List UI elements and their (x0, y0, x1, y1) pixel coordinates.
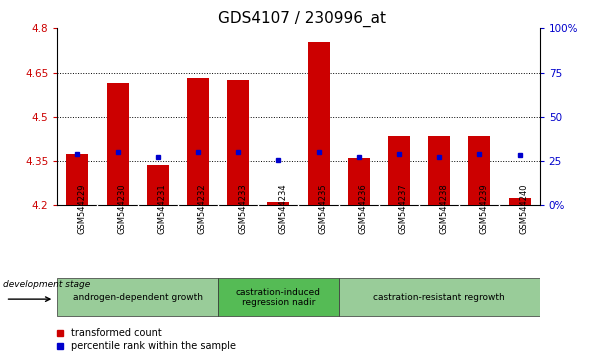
Text: percentile rank within the sample: percentile rank within the sample (71, 341, 236, 350)
Text: GSM544231: GSM544231 (158, 183, 167, 234)
Text: GSM544235: GSM544235 (318, 183, 327, 234)
Text: GSM544230: GSM544230 (118, 183, 127, 234)
Bar (428, 136, 450, 205)
Text: GSM544240: GSM544240 (520, 184, 529, 234)
Bar (308, 42, 330, 205)
Bar (348, 158, 370, 205)
Text: androgen-dependent growth: androgen-dependent growth (73, 293, 203, 302)
Text: GSM544233: GSM544233 (238, 183, 247, 234)
Text: castration-resistant regrowth: castration-resistant regrowth (373, 293, 505, 302)
Text: GSM544237: GSM544237 (399, 183, 408, 234)
Text: castration-induced
regression nadir: castration-induced regression nadir (236, 288, 321, 307)
Bar (227, 80, 249, 205)
Text: GSM544239: GSM544239 (479, 183, 488, 234)
Text: GSM544238: GSM544238 (439, 183, 448, 234)
Text: GSM544232: GSM544232 (198, 183, 207, 234)
Bar (147, 166, 169, 205)
Bar (57, 278, 218, 316)
Text: transformed count: transformed count (71, 328, 161, 338)
Bar (187, 79, 209, 205)
Text: GSM544236: GSM544236 (359, 183, 368, 234)
Bar (267, 202, 289, 205)
Bar (339, 278, 540, 316)
Text: GSM544234: GSM544234 (279, 183, 288, 234)
Bar (218, 278, 339, 316)
Text: GSM544229: GSM544229 (77, 184, 86, 234)
Bar (508, 198, 531, 205)
Bar (66, 154, 89, 205)
Bar (107, 83, 128, 205)
Bar (388, 136, 410, 205)
Text: development stage: development stage (3, 280, 90, 290)
Text: GDS4107 / 230996_at: GDS4107 / 230996_at (218, 11, 385, 27)
Bar (469, 136, 490, 205)
